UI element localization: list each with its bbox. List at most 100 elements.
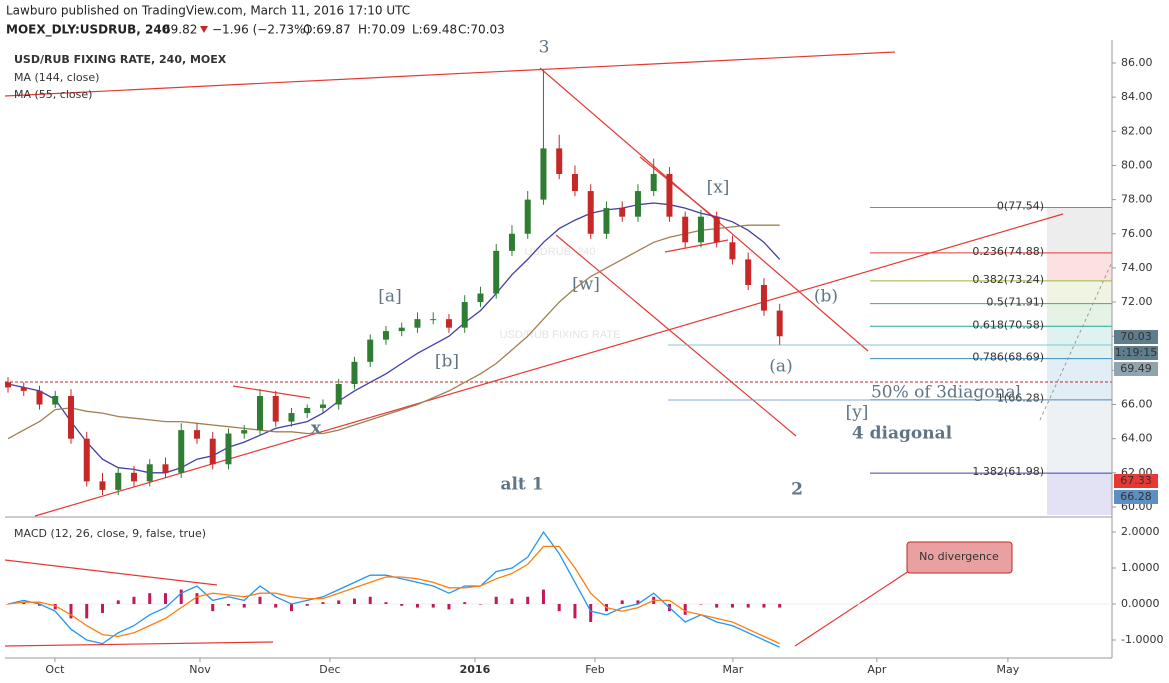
candle-body	[162, 464, 169, 473]
histogram-bar	[746, 603, 750, 608]
histogram-bar	[494, 596, 498, 604]
x-tick-label: Dec	[319, 663, 340, 676]
annotation: [a]	[378, 287, 401, 307]
trend-line	[4, 641, 274, 647]
candle-body	[288, 413, 295, 422]
candle-body	[556, 148, 563, 174]
candle-body	[398, 327, 405, 332]
candle-body	[382, 331, 389, 340]
candle-body	[304, 407, 311, 414]
fib-label: 0.618(70.58)	[972, 318, 1044, 331]
trend-line	[4, 51, 896, 97]
histogram-bar	[148, 593, 152, 604]
fib-label: 0(77.54)	[997, 199, 1044, 212]
candle-body	[130, 472, 137, 482]
price-badge	[1114, 362, 1158, 376]
histogram-bar	[352, 598, 356, 604]
histogram-bar	[447, 603, 451, 610]
fib-zone	[1047, 207, 1112, 253]
fib-label: 0.786(68.69)	[972, 351, 1044, 364]
callout-text: No divergence	[919, 550, 999, 563]
histogram-bar	[305, 603, 309, 606]
candle-body	[178, 430, 185, 473]
y-tick-label: 80.00	[1121, 158, 1153, 171]
candle-body	[666, 173, 673, 217]
price-badge	[1114, 474, 1158, 488]
candle-body	[682, 216, 689, 243]
low: L:69.48	[412, 23, 457, 37]
histogram-bar	[226, 603, 230, 606]
histogram-bar	[541, 589, 545, 604]
annotation: alt 1	[500, 475, 543, 495]
fib-zone	[1047, 326, 1112, 359]
high: H:70.09	[358, 23, 405, 37]
histogram-bar	[557, 603, 561, 612]
candle-body	[461, 302, 468, 328]
candle-body	[729, 242, 736, 260]
annotation: [w]	[572, 275, 600, 295]
candle-body	[36, 390, 43, 405]
last-price: 69.82	[163, 23, 197, 37]
candle-body	[319, 404, 326, 408]
histogram-bar	[636, 600, 640, 604]
histogram-bar	[620, 600, 624, 604]
legend-macd: MACD (12, 26, close, 9, false, true)	[14, 527, 206, 540]
candle-body	[445, 319, 452, 328]
histogram-bar	[163, 593, 167, 604]
trend-lines	[4, 51, 1113, 647]
histogram-bar	[289, 603, 293, 612]
histogram-bar	[463, 602, 467, 604]
background-layer: 0(77.54) 0.236(74.88) 0.382(73.24) 0.5(71.9…	[870, 199, 1112, 515]
histogram-bar	[37, 603, 41, 606]
annotation: [y]	[846, 403, 869, 423]
candle-body	[508, 233, 515, 251]
histogram-bar	[478, 603, 482, 605]
fib-zone	[1047, 303, 1112, 327]
candle-body	[351, 361, 358, 385]
projection-line	[1039, 261, 1113, 421]
candle-body	[776, 310, 783, 337]
y-tick-label: 0.0000	[1121, 597, 1160, 610]
candle-body	[256, 395, 263, 431]
candle-body	[225, 433, 232, 465]
annotation: 2	[791, 480, 803, 500]
ma-line	[7, 202, 781, 474]
histogram-bar	[337, 600, 341, 604]
fib-label: 0.382(73.24)	[972, 273, 1044, 286]
candle-body	[571, 173, 578, 192]
annotation: 3	[539, 38, 550, 58]
histogram-bar	[683, 603, 687, 615]
fib-zone	[1047, 280, 1112, 304]
histogram-bar	[415, 603, 419, 608]
annotation: (a)	[769, 357, 792, 377]
histogram-bar	[715, 603, 719, 608]
candle-body	[99, 481, 106, 490]
price-badge-label: 66.28	[1120, 490, 1152, 503]
watermark: USDRUB, 240	[525, 246, 596, 258]
watermark: USD/RUB FIXING RATE	[500, 329, 621, 341]
y-tick-label: 78.00	[1121, 193, 1153, 206]
x-tick-label: Apr	[867, 663, 887, 676]
x-tick-label: May	[997, 663, 1020, 676]
y-tick-label: 74.00	[1121, 261, 1153, 274]
price-badge	[1114, 346, 1158, 360]
histogram-bar	[53, 603, 57, 610]
histogram-bar	[69, 603, 73, 619]
histogram-bar	[431, 603, 435, 608]
histogram-bar	[100, 603, 104, 613]
y-tick-label: 76.00	[1121, 227, 1153, 240]
histogram-bar	[762, 603, 766, 608]
legend-main: USD/RUB FIXING RATE, 240, MOEX	[14, 53, 227, 66]
y-tick-label: 82.00	[1121, 124, 1153, 137]
histogram-bar	[22, 602, 26, 604]
fib-label: 1.382(61.98)	[972, 465, 1044, 478]
open: O:69.87	[303, 23, 351, 37]
annotation: x	[311, 419, 322, 439]
candle-body	[634, 191, 641, 217]
down-arrow	[200, 26, 208, 33]
annotations: 3 [x] [a] [w] (b) [b] (a) 50% of 3diagon…	[311, 38, 1021, 574]
candle-body	[335, 384, 342, 405]
candle-body	[745, 259, 752, 285]
price-badge	[1114, 330, 1158, 344]
